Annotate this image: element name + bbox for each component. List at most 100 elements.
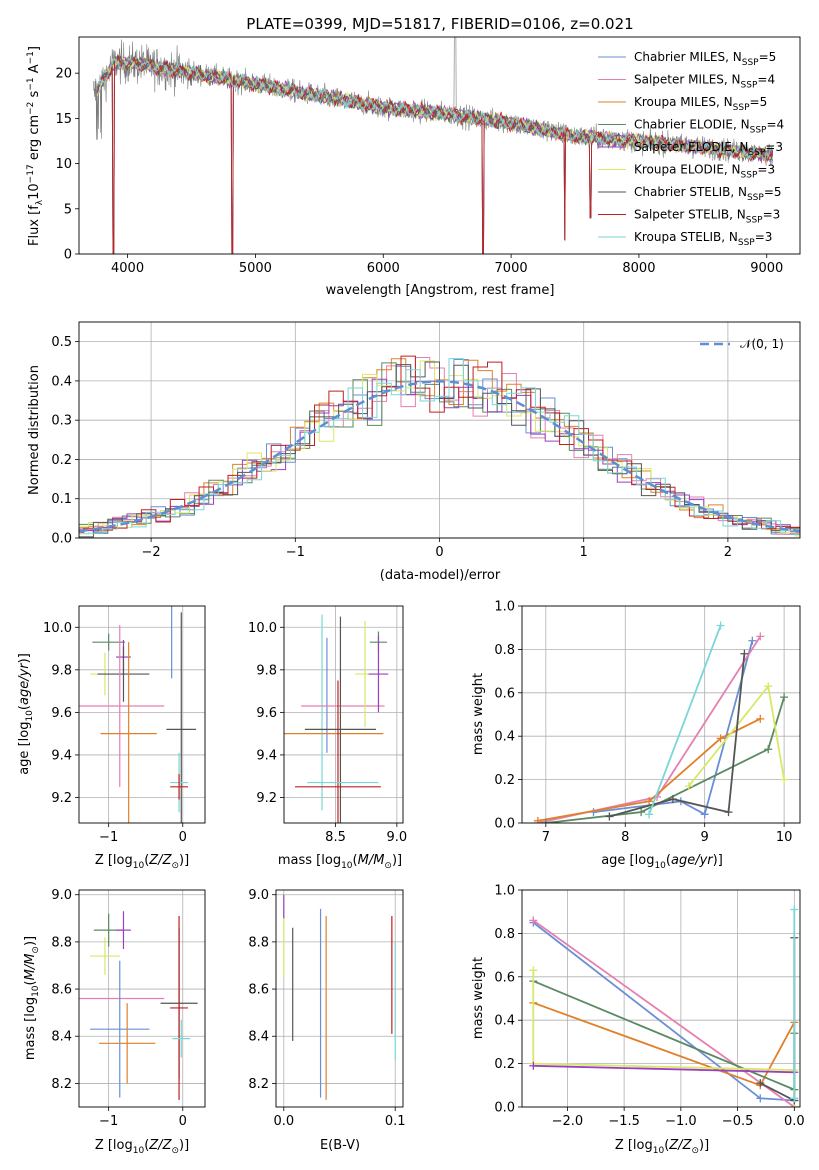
weight-line xyxy=(648,625,722,815)
residuals-ylabel: Normed distribution xyxy=(27,365,42,495)
y-tick-label: 8.6 xyxy=(248,983,269,998)
data-point xyxy=(668,795,677,804)
x-tick-label: 0.0 xyxy=(273,1114,294,1129)
x-tick-label: 0 xyxy=(435,545,443,560)
x-tick-label: −1.0 xyxy=(665,1114,697,1129)
x-tick-label: 0.1 xyxy=(385,1114,406,1129)
axes-frame xyxy=(78,889,206,1108)
y-tick-label: 0.1 xyxy=(51,492,72,507)
data-point xyxy=(716,734,725,743)
y-tick-label: 0 xyxy=(64,248,72,263)
weight-line xyxy=(533,1064,795,1074)
y-tick-label: 0.6 xyxy=(494,686,515,701)
data-point xyxy=(756,1079,765,1088)
y-tick-label: 9.0 xyxy=(248,888,269,903)
legend-label: Kroupa MILES, NSSP=5 xyxy=(634,95,767,113)
y-tick-label: 1.0 xyxy=(494,600,515,615)
spectrum-axes: 4000 5000 6000 7000 8000 9000 0 5 10 15 20 xyxy=(55,36,801,276)
plot-area xyxy=(79,606,197,823)
plot-area xyxy=(283,894,396,1100)
y-tick-label: 8.8 xyxy=(51,935,72,950)
age-z-xlabel: Z [log10(Z/Z⊙)] xyxy=(95,853,189,871)
x-tick-label: 7 xyxy=(542,830,550,845)
weight-z-ylabel: mass weight xyxy=(471,957,486,1039)
y-tick-label: 10.0 xyxy=(43,621,72,636)
y-tick-label: 9.6 xyxy=(256,706,277,721)
data-point xyxy=(541,819,550,823)
weight-line xyxy=(537,717,761,822)
x-tick-label: 2 xyxy=(724,545,732,560)
plot-area xyxy=(284,614,389,823)
x-tick-label: 9 xyxy=(701,830,709,845)
data-point xyxy=(748,636,757,645)
weight-line xyxy=(532,970,796,1107)
axes-frame xyxy=(521,889,801,1108)
data-point xyxy=(529,916,538,925)
x-tick-label: 9.0 xyxy=(387,830,408,845)
y-tick-label: 9.4 xyxy=(51,748,72,763)
weight-line xyxy=(532,919,795,1107)
y-tick-label: 0.4 xyxy=(494,730,515,745)
data-point xyxy=(700,810,709,819)
y-tick-label: 10 xyxy=(55,157,72,172)
x-tick-label: 10 xyxy=(776,830,793,845)
spectrum-ylabel: Flux [fλ10−17 erg cm−2 s−1 A−1] xyxy=(26,46,45,246)
x-tick-label: 0 xyxy=(179,1114,187,1129)
plot-area xyxy=(79,911,198,1100)
age_vs_Z-axes: −1 0 9.2 9.4 9.6 9.8 10.0 xyxy=(43,605,206,845)
data-point xyxy=(764,682,773,691)
y-tick-label: 0.0 xyxy=(51,532,72,547)
y-tick-label: 0.0 xyxy=(494,817,515,832)
data-point xyxy=(724,808,733,817)
weight-z-xlabel: Z [log10(Z/Z⊙)] xyxy=(615,1138,709,1156)
data-point xyxy=(780,693,789,702)
x-tick-label: −1 xyxy=(286,545,305,560)
y-tick-label: 9.8 xyxy=(256,663,277,678)
age-z-ylabel: age [log10(age/yr)] xyxy=(17,653,35,775)
data-point xyxy=(716,621,725,630)
y-tick-label: 0.3 xyxy=(51,414,72,429)
x-tick-label: −0.5 xyxy=(722,1114,754,1129)
y-tick-label: 9.0 xyxy=(51,888,72,903)
x-tick-label: −1 xyxy=(99,830,118,845)
data-point xyxy=(790,1094,799,1103)
age-mass-xlabel: mass [log10(M/M⊙)] xyxy=(278,853,402,871)
data-point xyxy=(645,810,654,819)
y-tick-label: 8.2 xyxy=(248,1077,269,1092)
residuals-axes: −2 −1 0 1 2 0.0 0.1 0.2 0.3 0.4 0.5 xyxy=(51,321,801,560)
x-tick-label: 8000 xyxy=(622,261,655,276)
y-tick-label: 0.5 xyxy=(51,335,72,350)
y-tick-label: 0.6 xyxy=(494,970,515,985)
plot-area xyxy=(533,621,789,823)
x-tick-label: −1 xyxy=(99,1114,118,1129)
data-point xyxy=(764,745,773,754)
data-point xyxy=(533,816,542,823)
legend-label: Kroupa ELODIE, NSSP=3 xyxy=(634,163,775,181)
data-point xyxy=(529,966,538,975)
residual-histogram xyxy=(79,358,800,536)
y-tick-label: 0.2 xyxy=(494,1057,515,1072)
data-point xyxy=(529,1061,538,1070)
mass-z-xlabel: Z [log10(Z/Z⊙)] xyxy=(95,1138,189,1156)
axes-frame xyxy=(78,36,801,255)
y-tick-label: 8.4 xyxy=(51,1030,72,1045)
weight-line xyxy=(545,696,785,823)
plot-area xyxy=(79,355,800,538)
legend-label: Salpeter STELIB, NSSP=3 xyxy=(634,208,780,226)
weight-line xyxy=(537,635,762,823)
x-tick-label: 7000 xyxy=(495,261,528,276)
residual-histogram xyxy=(79,355,800,533)
y-tick-label: 9.6 xyxy=(51,706,72,721)
x-tick-label: −2 xyxy=(142,545,161,560)
y-tick-label: 0.2 xyxy=(494,773,515,788)
data-point xyxy=(780,775,789,784)
x-tick-label: 8 xyxy=(621,830,629,845)
y-tick-label: 1.0 xyxy=(494,884,515,899)
y-tick-label: 0.2 xyxy=(51,453,72,468)
data-point xyxy=(605,812,614,821)
y-tick-label: 8.8 xyxy=(248,935,269,950)
weight_vs_age-axes: 7 8 9 10 0.0 0.2 0.4 0.6 0.8 1.0 xyxy=(494,600,801,845)
figure-title: PLATE=0399, MJD=51817, FIBERID=0106, z=0… xyxy=(246,15,633,33)
y-tick-label: 10.0 xyxy=(248,621,277,636)
